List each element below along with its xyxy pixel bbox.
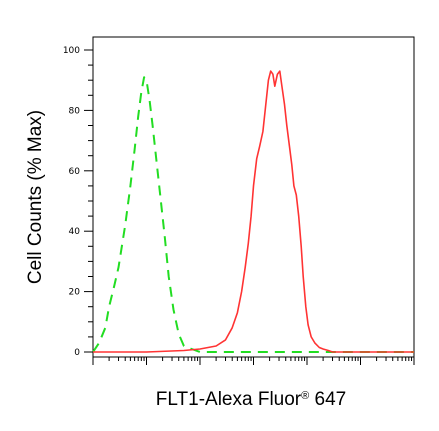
y-tick-label: 40 (69, 227, 81, 237)
x-axis-label: FLT1-Alexa Fluor® 647 (156, 389, 346, 410)
x-axis-label-registered-mark: ® (301, 390, 309, 402)
y-tick-label: 20 (69, 288, 81, 298)
series-line-1 (92, 76, 414, 353)
y-tick-label: 0 (74, 348, 80, 358)
plot-frame (92, 36, 415, 358)
y-tick-label: 100 (63, 46, 80, 56)
y-axis: 0 20 40 60 80 100 (63, 46, 93, 358)
y-tick-label: 60 (69, 167, 81, 177)
y-axis-label: Cell Counts (% Max) (25, 110, 46, 284)
y-tick-label: 80 (69, 106, 81, 116)
x-axis-label-main: FLT1-Alexa Fluor (156, 389, 302, 410)
series-line-2 (93, 70, 414, 353)
series-layer (92, 70, 414, 353)
x-axis-label-suffix: 647 (309, 389, 346, 410)
x-axis (92, 357, 415, 365)
